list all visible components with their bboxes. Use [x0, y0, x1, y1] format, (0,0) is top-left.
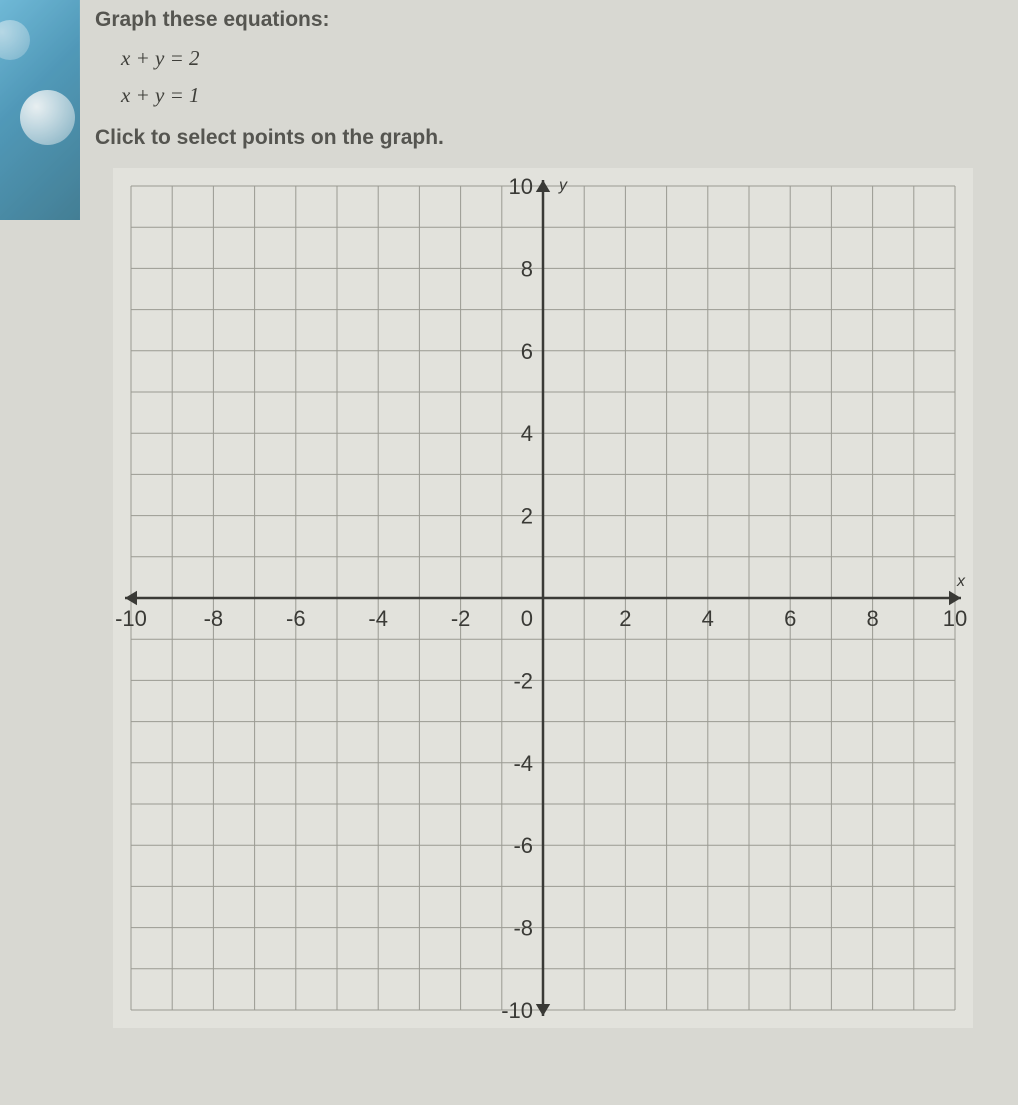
svg-text:y: y: [558, 177, 568, 194]
svg-text:-4: -4: [368, 606, 388, 631]
question-content: Graph these equations: x + y = 2 x + y =…: [95, 8, 998, 1028]
equation-1: x + y = 2: [121, 46, 998, 71]
svg-text:-6: -6: [513, 833, 533, 858]
svg-text:8: 8: [521, 256, 533, 281]
svg-text:2: 2: [521, 504, 533, 529]
graph-canvas[interactable]: -10 -8 -6 -4 -2 2 4 6 8 10 10 8 6 4 2 -2 -4 -6 -8 -10 0 y x: [113, 168, 973, 1028]
svg-text:4: 4: [521, 421, 533, 446]
instruction-text: Click to select points on the graph.: [95, 126, 998, 150]
background-photo-strip: [0, 0, 80, 220]
coordinate-graph[interactable]: -10 -8 -6 -4 -2 2 4 6 8 10 10 8 6 4 2 -2 -4 -6 -8 -10 0 y x: [113, 168, 998, 1028]
svg-text:2: 2: [619, 606, 631, 631]
svg-text:10: 10: [943, 606, 967, 631]
svg-text:6: 6: [784, 606, 796, 631]
svg-text:-2: -2: [513, 668, 533, 693]
svg-text:x: x: [956, 573, 966, 590]
svg-text:-8: -8: [513, 916, 533, 941]
svg-text:6: 6: [521, 339, 533, 364]
svg-text:10: 10: [509, 174, 533, 199]
svg-text:8: 8: [866, 606, 878, 631]
equation-2: x + y = 1: [121, 83, 998, 108]
svg-text:-2: -2: [451, 606, 471, 631]
svg-text:-6: -6: [286, 606, 306, 631]
svg-text:-8: -8: [204, 606, 224, 631]
svg-text:-10: -10: [501, 998, 533, 1023]
svg-text:0: 0: [521, 606, 533, 631]
svg-text:4: 4: [702, 606, 714, 631]
prompt-title: Graph these equations:: [95, 8, 998, 32]
svg-text:-4: -4: [513, 751, 533, 776]
svg-text:-10: -10: [115, 606, 147, 631]
